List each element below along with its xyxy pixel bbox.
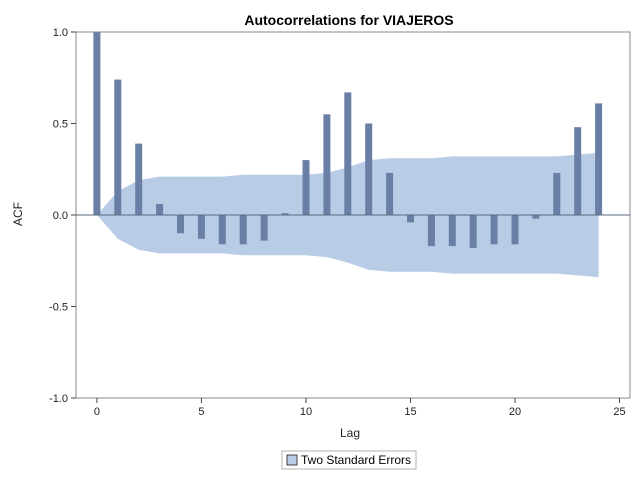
chart-title: Autocorrelations for VIAJEROS — [244, 12, 453, 28]
acf-bar-lag-0 — [93, 32, 101, 215]
y-tick-label: 1.0 — [53, 27, 68, 39]
y-tick-label: -1.0 — [49, 393, 68, 405]
acf-bar-lag-21 — [532, 215, 540, 219]
legend-frame — [281, 450, 417, 470]
acf-bar-lag-12 — [344, 92, 352, 215]
x-axis-title: Lag — [340, 426, 360, 440]
acf-bar-lag-1 — [114, 79, 122, 215]
acf-bar-lag-15 — [407, 215, 414, 223]
x-axis-ticks: 0 5 10 15 20 25 — [94, 398, 626, 418]
acf-bar-lag-11 — [323, 114, 331, 215]
x-tick-label: 10 — [300, 406, 312, 418]
x-tick-label: 0 — [94, 406, 100, 418]
acf-bar-lag-17 — [448, 215, 456, 247]
legend: Two Standard Errors — [281, 450, 417, 470]
acf-bar-lag-24 — [595, 103, 603, 215]
acf-bar-lag-10 — [302, 160, 310, 215]
x-tick-label: 5 — [198, 406, 204, 418]
x-tick-label: 25 — [613, 406, 625, 418]
legend-swatch-band — [286, 454, 298, 466]
acf-bar-lag-20 — [511, 215, 519, 245]
acf-bar-lag-7 — [239, 215, 247, 245]
legend-label-band: Two Standard Errors — [301, 453, 411, 467]
acf-bar-lag-6 — [218, 215, 226, 245]
y-axis-title: ACF — [11, 202, 25, 226]
acf-bar-lag-9 — [281, 213, 289, 215]
acf-bar-lag-5 — [197, 215, 205, 239]
acf-bar-lag-23 — [574, 127, 582, 215]
acf-bar-lag-3 — [156, 204, 164, 215]
acf-bar-lag-8 — [260, 215, 268, 241]
acf-bar-lag-22 — [553, 172, 561, 215]
acf-bar-lag-18 — [469, 215, 477, 248]
acf-bar-lag-14 — [386, 172, 394, 215]
acf-bar-lag-4 — [177, 215, 184, 234]
y-tick-label: -0.5 — [49, 302, 68, 314]
acf-bar-lag-16 — [427, 215, 435, 247]
acf-bar-lag-13 — [365, 123, 373, 215]
x-tick-label: 15 — [404, 406, 416, 418]
y-tick-label: 0.5 — [53, 119, 68, 131]
y-tick-label: 0.0 — [53, 210, 68, 222]
acf-bars-layer — [93, 32, 603, 248]
y-axis-ticks: -1.0 -0.5 0.0 0.5 1.0 — [49, 27, 76, 405]
acf-bar-lag-2 — [135, 143, 143, 215]
acf-bar-lag-19 — [490, 215, 498, 245]
x-tick-label: 20 — [509, 406, 521, 418]
